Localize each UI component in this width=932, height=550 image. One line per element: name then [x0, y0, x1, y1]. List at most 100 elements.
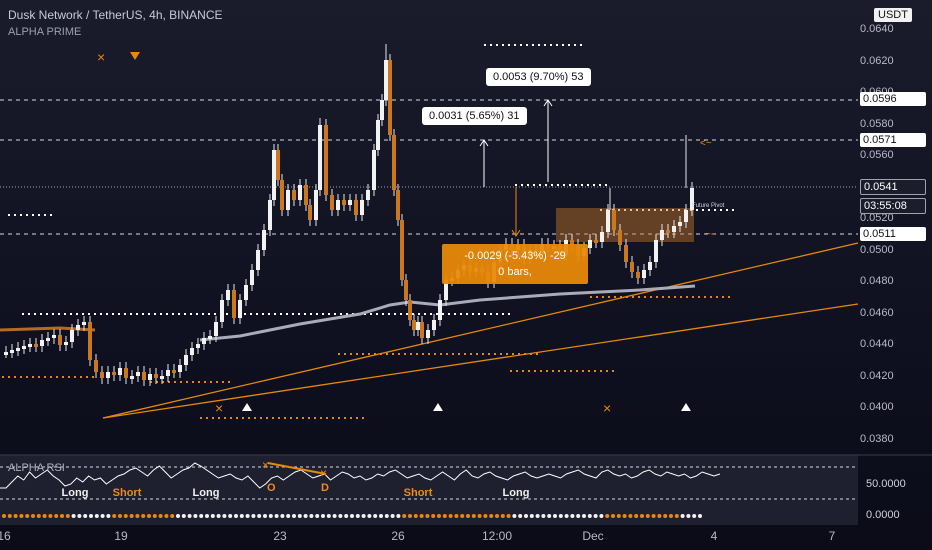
- candle-body: [408, 300, 412, 320]
- rsi-signal-dot: [640, 514, 644, 518]
- time-axis-tick: 12:00: [481, 529, 513, 543]
- rsi-signal-dot: [83, 514, 88, 518]
- candle-body: [28, 344, 32, 347]
- rsi-signal-dot: [42, 514, 47, 518]
- candle-body: [380, 100, 384, 120]
- rsi-signal-dot: [373, 514, 378, 518]
- supply-zone[interactable]: [556, 208, 694, 242]
- candle-body: [16, 348, 20, 351]
- divergence-cross-icon: ×: [320, 466, 327, 480]
- candle-body: [82, 322, 86, 325]
- candle-body: [342, 200, 346, 205]
- price-axis-tick: 0.0580: [860, 117, 894, 130]
- candle-body: [336, 200, 340, 210]
- rsi-signal-dot: [680, 514, 685, 518]
- candle-body: [648, 262, 652, 270]
- candle-body: [40, 340, 44, 346]
- rsi-signal-dot: [181, 514, 186, 518]
- rsi-signal-dot: [123, 514, 128, 518]
- rsi-signal-dot: [89, 514, 93, 518]
- candle-body: [432, 320, 436, 330]
- rsi-signal-dot: [19, 514, 24, 518]
- buy-triangle-icon: [681, 403, 691, 411]
- rsi-signal-dot: [94, 514, 99, 518]
- trendline-lower[interactable]: [102, 303, 859, 419]
- candle-body: [304, 185, 308, 205]
- divergence-line: [267, 462, 327, 475]
- price-axis-tick: 0.0560: [860, 149, 894, 161]
- currency-badge[interactable]: USDT: [874, 8, 912, 22]
- rsi-signal-dot: [25, 514, 30, 518]
- rsi-signal-dot: [141, 514, 146, 518]
- rsi-signal-dot: [402, 514, 407, 518]
- candle-body: [666, 230, 670, 233]
- candle-body: [112, 372, 116, 375]
- candle-body: [376, 120, 380, 150]
- candle-body: [232, 290, 236, 318]
- price-axis-tick: 0.0520: [860, 212, 894, 224]
- rsi-signal-dot: [54, 514, 59, 518]
- price-axis-tick: 0.0620: [860, 54, 894, 67]
- candle-body: [166, 370, 170, 376]
- rsi-signal-dot: [309, 514, 314, 518]
- rsi-signal-dot: [2, 514, 6, 518]
- orange-measure-arrow: [511, 187, 521, 237]
- rsi-signal-dot: [170, 514, 175, 518]
- measure-orange-line1: -0.0029 (-5.43%) -29: [464, 250, 566, 262]
- price-axis-tick: 0.0440: [860, 338, 894, 350]
- measure-orange-line2: 0 bars,: [498, 266, 532, 278]
- candle-body: [280, 180, 284, 210]
- candle-body: [630, 262, 634, 272]
- rsi-signal-dot: [216, 514, 221, 518]
- rsi-signal-dot: [657, 514, 662, 518]
- candle-body: [636, 272, 640, 278]
- candle-body: [392, 135, 396, 190]
- rsi-signal-dot: [210, 514, 215, 518]
- rsi-signal-dot: [512, 514, 517, 518]
- candle-body: [318, 125, 322, 190]
- rsi-signal-dot: [205, 514, 209, 518]
- rsi-signal-dot: [669, 514, 673, 518]
- rsi-signal-dot: [466, 514, 470, 518]
- measure-tooltip-middle: 0.0031 (5.65%) 31: [422, 107, 527, 125]
- candle-body: [416, 322, 420, 330]
- rsi-signal-dot: [698, 514, 702, 518]
- rsi-signal-dot: [674, 514, 679, 518]
- candle-body: [70, 330, 74, 342]
- rsi-signal-dot: [234, 514, 238, 518]
- price-axis-tick: 0.0400: [860, 401, 894, 413]
- candle-body: [308, 205, 312, 220]
- price-axis-tick: 0.0460: [860, 306, 894, 319]
- rsi-signal-dot: [332, 514, 337, 518]
- rsi-signal-dot: [193, 514, 198, 518]
- measure-tooltip-upper: 0.0053 (9.70%) 53: [486, 68, 591, 86]
- candle-body: [22, 346, 26, 349]
- candle-body: [142, 372, 146, 380]
- rsi-signal-dot: [361, 514, 366, 518]
- trendline-upper[interactable]: [102, 242, 859, 419]
- indicator-name: ALPHA PRIME: [8, 26, 82, 38]
- rsi-signal-dot: [471, 514, 476, 518]
- candle-body: [354, 200, 358, 215]
- rsi-signal-dot: [587, 514, 592, 518]
- rsi-signal-dot: [495, 514, 499, 518]
- candle-body: [154, 374, 158, 378]
- price-label-0511: 0.0511: [860, 227, 926, 241]
- candle-body: [64, 342, 68, 345]
- rsi-signal-dot: [239, 514, 244, 518]
- time-axis-tick: 23: [273, 529, 287, 543]
- rsi-signal-label: Short: [403, 487, 433, 499]
- rsi-signal-dot: [228, 514, 233, 518]
- rsi-signal-dot: [582, 514, 586, 518]
- candle-body: [444, 280, 448, 300]
- candle-body: [124, 368, 128, 378]
- candle-countdown: 03:55:08: [860, 198, 926, 214]
- signal-markers: × × × <~ ~-: [97, 49, 714, 416]
- candle-body: [172, 370, 176, 373]
- current-price-label: 0.0541: [860, 179, 926, 195]
- candle-body: [420, 322, 424, 338]
- rsi-signal-dot: [576, 514, 581, 518]
- rsi-signal-dot: [622, 514, 627, 518]
- rsi-signal-dot: [390, 514, 395, 518]
